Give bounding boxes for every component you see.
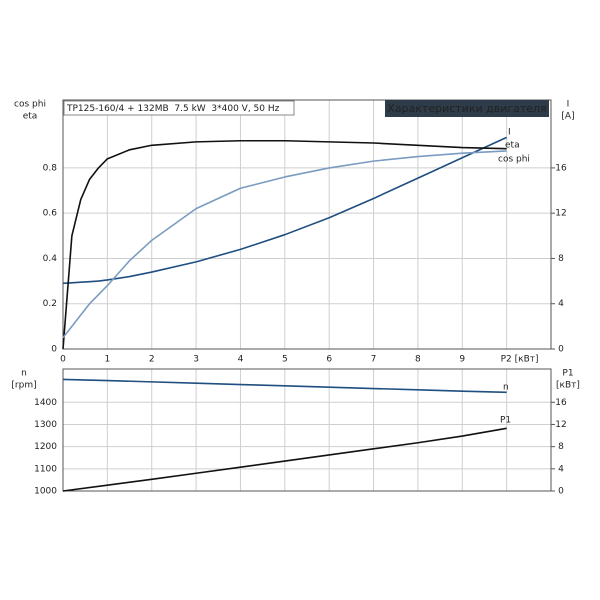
x-tick-label: 4 [238,355,244,365]
y-tick-label: 1100 [34,464,57,474]
series-line [62,136,507,285]
series-label: I [508,128,511,138]
y-tick-label: 0.2 [43,299,57,309]
y-axis-label: cos phi [14,100,46,110]
x-tick-label: 8 [415,355,421,365]
series-label: eta [505,141,520,151]
y-tick-label: 0.6 [43,209,58,219]
y2-axis-label: I [567,100,570,110]
y-tick-label: 1200 [34,442,57,452]
y-tick-label: 0.4 [43,254,58,264]
x-tick-label: P2 [кВт] [501,355,539,365]
x-tick-label: 9 [459,355,465,365]
y-axis-label: eta [23,112,38,122]
y2-tick-label: 12 [555,420,566,430]
series-label: n [503,383,509,393]
series-line [62,427,507,492]
y2-axis-label: P1 [562,369,573,379]
y-tick-label: 0 [51,345,57,355]
y2-tick-label: 16 [555,398,567,408]
series-line [62,150,507,339]
x-tick-label: 7 [371,355,377,365]
y2-tick-label: 4 [558,464,564,474]
y-tick-label: 0.8 [43,163,58,173]
series-line [62,378,507,394]
y2-axis-label: [A] [561,112,574,122]
plot-frame [62,368,552,492]
series-label: P1 [500,416,511,426]
y2-tick-label: 8 [558,254,564,264]
series-line [62,139,507,350]
y-axis-label: [rpm] [11,381,36,391]
y-tick-label: 1400 [34,398,57,408]
x-tick-label: 2 [149,355,155,365]
x-tick-label: 6 [326,355,332,365]
title-box [385,100,549,117]
subtitle-box [63,100,295,116]
y2-tick-label: 4 [558,299,564,309]
x-tick-label: 0 [60,355,66,365]
y-axis-label: n [21,369,27,379]
y2-tick-label: 0 [558,487,564,497]
x-tick-label: 5 [282,355,288,365]
y-tick-label: 1000 [34,487,57,497]
plot-frame [62,99,552,350]
subtitle: TP125-160/4 + 132MB 7.5 kW 3*400 V, 50 H… [66,104,280,114]
y2-tick-label: 12 [555,209,566,219]
x-tick-label: 3 [193,355,199,365]
y2-axis-label: [кВт] [556,381,580,391]
chart-title: Характеристики двигателя [387,102,546,115]
y2-tick-label: 16 [555,163,567,173]
x-tick-label: 1 [104,355,110,365]
series-label: cos phi [498,155,530,165]
y-tick-label: 1300 [34,420,57,430]
y2-tick-label: 0 [558,345,564,355]
y2-tick-label: 8 [558,442,564,452]
